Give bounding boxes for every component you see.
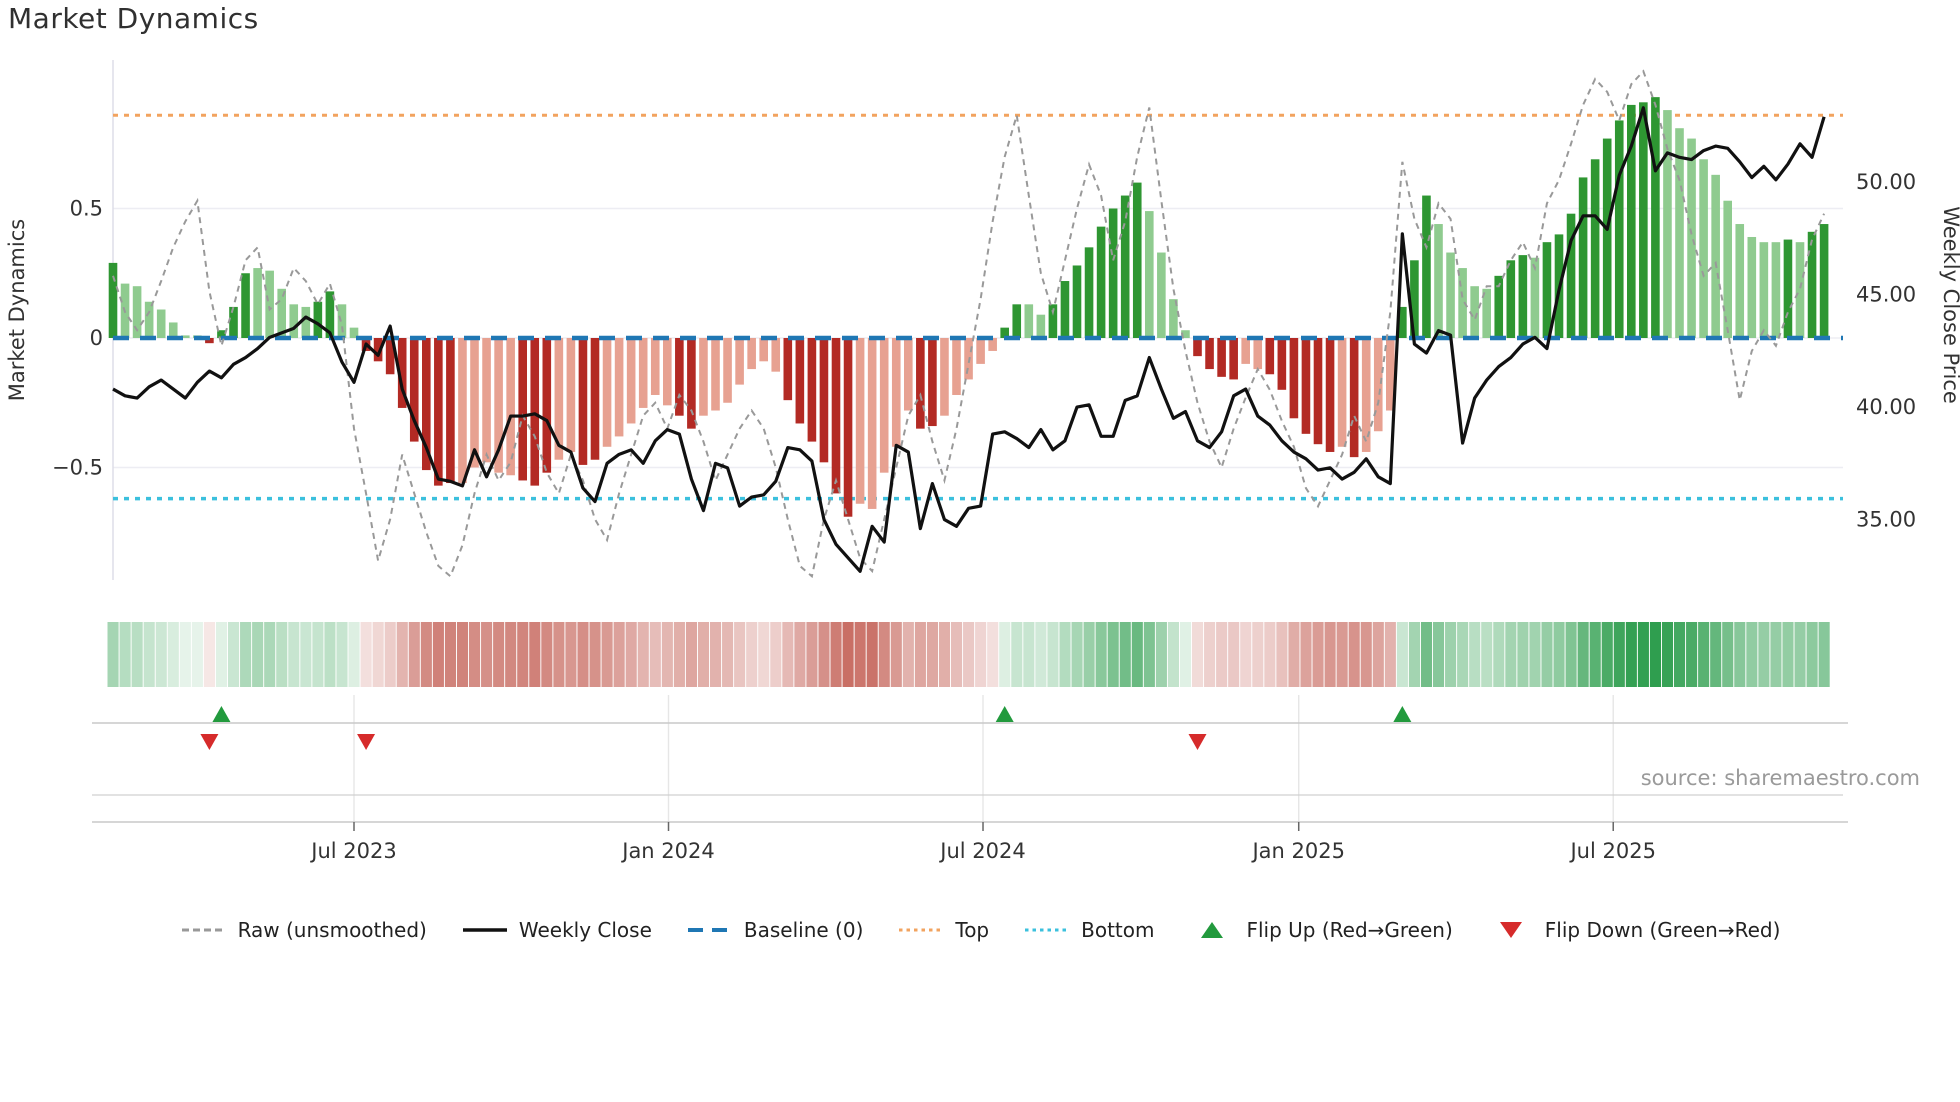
legend-label: Baseline (0) <box>743 918 864 942</box>
legend-item-1: Raw (unsmoothed) <box>180 918 427 942</box>
svg-text:Weekly Close Price: Weekly Close Price <box>1939 206 1960 404</box>
heatmap-strip <box>107 622 1830 687</box>
x-axis: Jul 2023 Jan 2024 Jul 2024 Jan 2025 Jul 2025 <box>309 822 1656 863</box>
legend-item-2: Weekly Close <box>461 918 652 942</box>
flip-up-markers <box>212 706 1412 722</box>
legend-label: Flip Down (Green→Red) <box>1544 918 1781 942</box>
flip-up-icon <box>995 706 1014 722</box>
svg-text:Jan 2024: Jan 2024 <box>620 839 715 863</box>
legend-label: Bottom <box>1081 918 1155 942</box>
weekly-close-line <box>112 106 1826 573</box>
legend-item-5: Bottom <box>1023 918 1154 942</box>
triangle-up-icon <box>1201 922 1224 938</box>
flip-down-icon <box>357 734 376 750</box>
y-axis-left: 0.5 0 −0.5 Market Dynamics <box>5 197 103 480</box>
flip-down-icon <box>1188 734 1207 750</box>
legend-label: Top <box>955 918 990 942</box>
chart-title: Market Dynamics <box>8 2 259 35</box>
svg-text:Jul 2025: Jul 2025 <box>1568 839 1655 863</box>
legend-item-6: Flip Up (Red→Green) <box>1188 918 1453 942</box>
raw-line <box>112 69 1826 579</box>
y-axis-right: 50.00 45.00 40.00 35.00 Weekly Close Price <box>1856 170 1960 532</box>
month-gridlines <box>353 695 1614 822</box>
flip-up-icon <box>1393 706 1412 722</box>
legend-label: Flip Up (Red→Green) <box>1246 918 1453 942</box>
dashed-line-icon <box>181 928 226 932</box>
long-dash-icon <box>687 928 732 932</box>
dotted-line-icon <box>899 928 944 932</box>
svg-text:50.00: 50.00 <box>1856 170 1916 194</box>
triangle-down-icon <box>1499 922 1522 938</box>
svg-text:Jul 2024: Jul 2024 <box>938 839 1025 863</box>
legend-item-3: Baseline (0) <box>686 918 863 942</box>
svg-text:45.00: 45.00 <box>1856 283 1916 307</box>
legend-label: Weekly Close <box>518 918 652 942</box>
svg-text:−0.5: −0.5 <box>52 456 103 480</box>
flip-down-icon <box>200 734 219 750</box>
svg-text:Jan 2025: Jan 2025 <box>1250 839 1345 863</box>
dotted-line-icon <box>1025 928 1070 932</box>
legend-item-4: Top <box>897 918 989 942</box>
chart-legend: Raw (unsmoothed) Weekly Close Baseline (0)… <box>0 918 1960 942</box>
svg-text:40.00: 40.00 <box>1856 395 1916 419</box>
svg-text:Jul 2023: Jul 2023 <box>309 839 396 863</box>
bars-layer <box>108 97 1829 517</box>
solid-line-icon <box>462 928 507 932</box>
legend-label: Raw (unsmoothed) <box>237 918 427 942</box>
flip-down-markers <box>200 734 1207 750</box>
svg-text:Market Dynamics: Market Dynamics <box>5 219 29 401</box>
legend-item-7: Flip Down (Green→Red) <box>1487 918 1781 942</box>
source-attribution: source: sharemaestro.com <box>1640 766 1920 790</box>
flip-up-icon <box>212 706 231 722</box>
svg-text:0: 0 <box>90 326 103 350</box>
svg-text:0.5: 0.5 <box>70 197 103 221</box>
svg-text:35.00: 35.00 <box>1856 508 1916 532</box>
market-dynamics-chart: 0.5 0 −0.5 Market Dynamics 50.00 45.00 40.00 35… <box>5 60 1960 863</box>
